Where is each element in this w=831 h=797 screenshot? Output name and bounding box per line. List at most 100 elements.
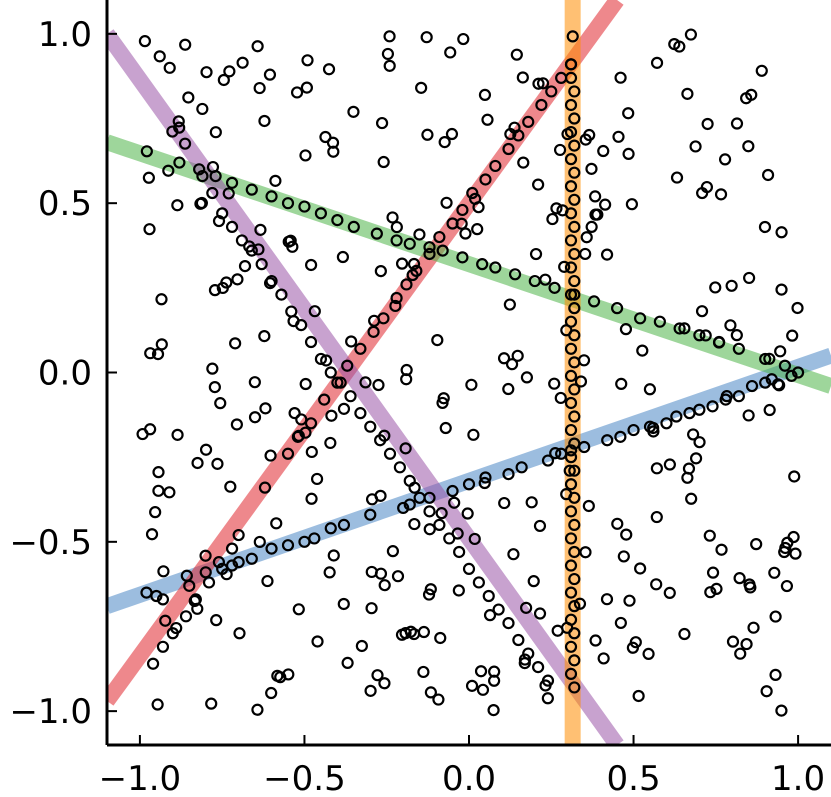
x-tick-label: −0.5 [263,759,346,797]
data-point [742,140,755,153]
data-point-green [403,237,416,250]
data-point [182,91,195,104]
data-point [375,116,389,130]
data-point-blue [397,501,410,515]
data-point-purple [304,335,318,349]
data-point [650,578,663,591]
data-point-green [390,234,403,247]
data-point-red [354,342,367,355]
data-point [195,196,208,210]
data-point [615,377,628,391]
data-point [423,523,436,536]
data-point-purple [512,633,525,647]
data-point [503,298,516,311]
data-point-purple [413,491,426,504]
data-point [774,345,787,358]
data-point-purple [532,661,545,674]
data-point-green [331,214,344,227]
data-point [577,354,591,367]
data-point-purple [196,169,209,183]
data-point [365,602,378,615]
data-point [140,145,153,158]
data-point [269,174,282,187]
data-point [138,35,152,48]
data-point-green [245,183,258,196]
data-point [769,668,782,682]
data-point [444,46,457,59]
data-point-purple [492,603,505,616]
data-point [374,567,388,580]
data-point [597,652,610,665]
data-point-orange [568,274,581,288]
data-point [580,231,593,244]
data-point [508,121,521,134]
data-point [258,330,271,343]
data-point [465,679,479,692]
data-point [763,352,776,365]
data-point [699,329,712,342]
data-point [290,86,304,99]
data-point [560,488,573,501]
data-point [322,63,336,76]
data-point [551,624,564,637]
data-point [725,279,738,292]
data-point-red [341,359,354,372]
data-point-orange [568,410,581,423]
data-point [436,396,449,410]
data-point [533,607,547,620]
data-point [457,32,470,46]
data-point [188,594,201,608]
data-point [733,572,746,585]
x-tick-label: 1.0 [771,759,825,797]
data-point-blue [693,403,706,416]
data-point [461,507,474,520]
data-point [743,271,756,285]
data-point [253,81,266,95]
data-point [301,54,314,67]
data-point-red [146,657,160,670]
data-point [287,315,300,328]
data-point-orange [564,234,578,247]
data-point [585,220,598,233]
data-point-green [759,352,772,366]
data-point-green [298,200,311,213]
data-point [238,260,252,273]
data-point [208,381,221,394]
data-point [292,603,305,616]
data-point [311,635,324,648]
data-point [212,214,226,228]
data-point-green [314,207,328,220]
data-point-green [732,342,745,355]
data-point-green [193,163,206,176]
data-point-purple [285,305,298,318]
data-point [435,507,448,520]
data-point [445,127,459,141]
data-point-purple [433,518,446,531]
data-point-green [778,359,792,372]
data-point [451,527,464,540]
data-point-red [212,556,225,569]
data-point [789,547,802,560]
data-point-red [433,230,446,244]
data-point-blue [601,434,614,447]
data-point [390,220,403,234]
data-point-blue [670,410,683,423]
data-point [270,517,283,530]
data-point [308,305,321,318]
data-point [791,301,804,315]
data-point [556,204,569,217]
data-point [468,532,481,546]
data-point [170,621,183,635]
data-point [422,588,436,601]
data-point [251,40,264,53]
data-point [703,529,716,542]
data-point [730,117,744,130]
data-point [532,77,545,90]
data-point [400,363,413,377]
data-point [769,610,782,623]
data-point [152,484,165,497]
data-point [724,319,737,332]
data-point-orange [568,139,581,152]
data-point-green [489,261,502,274]
data-point [600,248,614,261]
